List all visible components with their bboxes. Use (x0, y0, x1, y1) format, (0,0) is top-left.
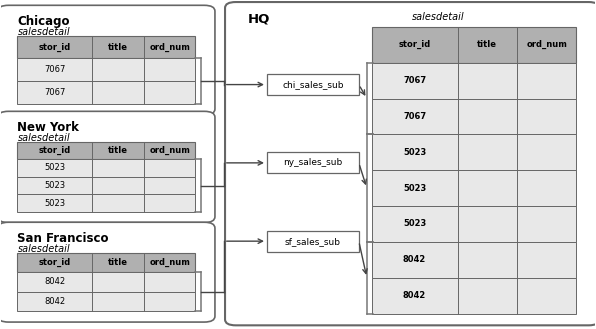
Text: salesdetail: salesdetail (412, 12, 465, 22)
Text: title: title (108, 146, 128, 155)
Text: San Francisco: San Francisco (17, 232, 109, 245)
Text: 7067: 7067 (403, 112, 426, 121)
Text: salesdetail: salesdetail (17, 244, 70, 254)
Text: New York: New York (17, 121, 79, 135)
Bar (371, 206, 576, 242)
Bar (371, 27, 576, 63)
Bar (17, 36, 195, 59)
Text: 5023: 5023 (403, 148, 426, 157)
Text: ord_num: ord_num (149, 146, 190, 155)
Bar (17, 159, 195, 177)
Text: ord_num: ord_num (526, 40, 567, 49)
FancyBboxPatch shape (0, 111, 215, 222)
Bar (267, 152, 359, 173)
Text: 8042: 8042 (403, 255, 426, 264)
Text: ny_sales_sub: ny_sales_sub (283, 158, 343, 167)
Bar (267, 231, 359, 252)
Text: 5023: 5023 (403, 184, 426, 193)
Text: title: title (108, 42, 128, 52)
Text: 7067: 7067 (403, 76, 426, 85)
Text: sf_sales_sub: sf_sales_sub (285, 237, 341, 246)
Text: salesdetail: salesdetail (17, 27, 70, 37)
Text: title: title (108, 258, 128, 267)
Bar (371, 134, 576, 170)
Text: HQ: HQ (247, 12, 270, 25)
Bar (267, 74, 359, 95)
FancyBboxPatch shape (0, 5, 215, 115)
Bar (17, 253, 195, 272)
FancyBboxPatch shape (225, 2, 596, 325)
Text: salesdetail: salesdetail (17, 133, 70, 143)
Text: title: title (477, 40, 497, 49)
Text: 5023: 5023 (403, 219, 426, 228)
Text: 5023: 5023 (44, 164, 66, 172)
Bar (17, 292, 195, 311)
Bar (371, 98, 576, 134)
FancyBboxPatch shape (0, 222, 215, 322)
Bar (17, 142, 195, 159)
Text: Chicago: Chicago (17, 15, 70, 28)
Bar (17, 194, 195, 212)
Text: stor_id: stor_id (39, 42, 71, 52)
Bar (371, 170, 576, 206)
Text: 5023: 5023 (44, 181, 66, 190)
Text: 8042: 8042 (403, 291, 426, 300)
Text: stor_id: stor_id (399, 40, 431, 49)
Text: stor_id: stor_id (39, 258, 71, 267)
Bar (371, 278, 576, 314)
Bar (371, 242, 576, 278)
Text: 7067: 7067 (44, 88, 66, 97)
Text: 8042: 8042 (44, 297, 66, 306)
Bar (17, 272, 195, 292)
Text: chi_sales_sub: chi_sales_sub (282, 80, 343, 89)
Text: ord_num: ord_num (149, 258, 190, 267)
Bar (17, 81, 195, 104)
Bar (17, 59, 195, 81)
Bar (17, 177, 195, 194)
Text: stor_id: stor_id (39, 146, 71, 155)
Text: 5023: 5023 (44, 198, 66, 208)
Text: 7067: 7067 (44, 65, 66, 74)
Text: ord_num: ord_num (149, 42, 190, 52)
Bar (371, 63, 576, 98)
Text: 8042: 8042 (44, 277, 66, 287)
